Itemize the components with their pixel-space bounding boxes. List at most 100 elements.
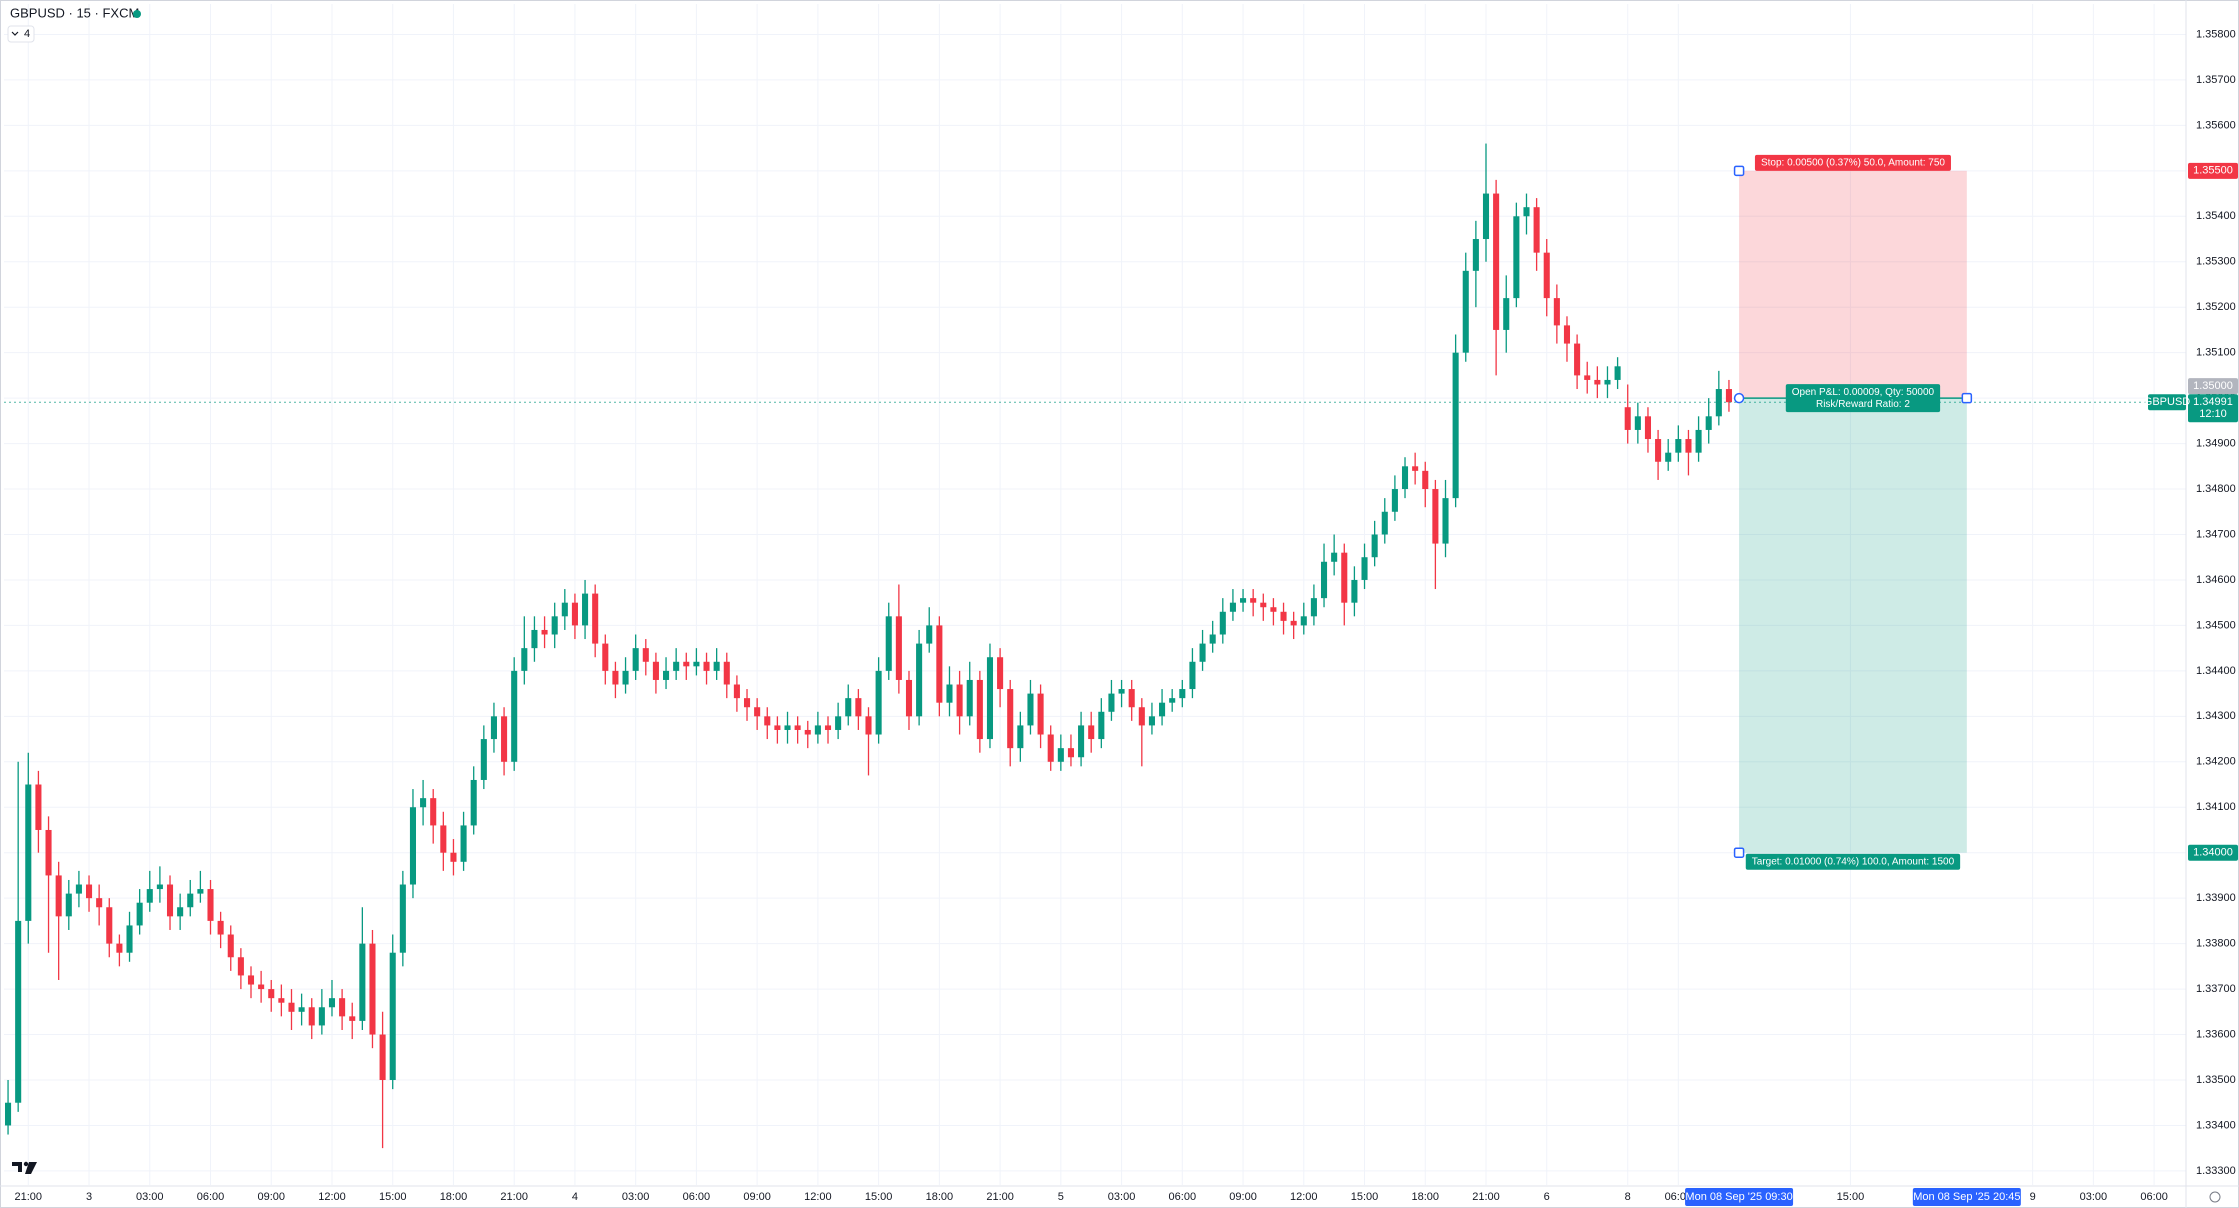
candle-body: [399, 884, 406, 953]
settings-icon[interactable]: [2209, 1191, 2221, 1203]
candle-body: [986, 657, 994, 740]
candle-body: [1341, 552, 1348, 603]
candle-body: [187, 893, 194, 908]
y-tick-label: 1.35200: [2196, 301, 2236, 313]
candle-body: [278, 998, 285, 1003]
y-tick-label: 1.33800: [2196, 938, 2236, 950]
candle-body: [1361, 557, 1368, 580]
candle-body: [197, 889, 204, 894]
candle-body: [713, 661, 720, 671]
candle-body: [1644, 416, 1652, 440]
candle-body: [5, 1102, 12, 1126]
candle-body: [905, 679, 913, 717]
time-tag: Mon 08 Sep '25 09:30: [1685, 1191, 1792, 1203]
x-tick-label: 03:00: [136, 1191, 164, 1203]
candle-body: [379, 1034, 386, 1080]
candle-body: [1148, 716, 1155, 726]
candle-body: [460, 825, 467, 862]
symbol-title[interactable]: GBPUSD · 15 · FXCM: [10, 5, 139, 20]
time-tag-bg: [1685, 1188, 1794, 1206]
target-label-box: [1745, 853, 1961, 870]
indicators-toggle[interactable]: [7, 25, 35, 43]
stop-zone: [1739, 170, 1967, 399]
candle-body: [389, 952, 396, 1080]
y-tick-label: 1.35100: [2196, 347, 2236, 359]
logo-part: [23, 1161, 29, 1167]
candle-body: [571, 602, 578, 626]
candle-body: [1331, 552, 1338, 562]
candle-body: [1432, 489, 1439, 544]
x-tick-label: 12:00: [804, 1191, 832, 1203]
candle-body: [956, 684, 963, 717]
candle-body: [1108, 693, 1115, 712]
x-tick-label: 03:00: [1108, 1191, 1136, 1203]
drag-handle: [1733, 165, 1745, 177]
candle-body: [55, 875, 62, 917]
target-price-tag-bg: [2188, 844, 2238, 861]
candle-body: [1401, 466, 1409, 490]
candle-body: [1047, 734, 1054, 762]
candle-body: [177, 907, 184, 917]
candle-body: [1462, 270, 1469, 353]
candle-body: [794, 725, 801, 730]
candle-body: [926, 625, 933, 644]
candle-body: [1118, 689, 1125, 694]
candle-body: [1655, 439, 1662, 462]
symbol-tag: GBPUSD: [2144, 396, 2191, 408]
x-tick-label: 9: [2030, 1191, 2036, 1203]
x-tick-label: 5: [1058, 1191, 1064, 1203]
candle-body: [1533, 207, 1540, 253]
grid: [4, 4, 2186, 1185]
candle-body: [521, 648, 528, 671]
candle-body: [997, 657, 1004, 690]
drag-handle: [1961, 392, 1973, 404]
candle-body: [227, 934, 234, 958]
y-tick-label: 1.33500: [2196, 1074, 2236, 1086]
candle-body: [1280, 611, 1287, 621]
candle-body: [1159, 702, 1166, 717]
candle-body: [1584, 375, 1591, 380]
y-tick-label: 1.34300: [2196, 710, 2236, 722]
candle-body: [1493, 193, 1500, 330]
y-tick-label: 1.34800: [2196, 483, 2236, 495]
stop-label: Stop: 0.00500 (0.37%) 50.0, Amount: 750: [1761, 157, 1945, 168]
candle-body: [1604, 379, 1611, 385]
y-tick-label: 1.35400: [2196, 210, 2236, 222]
candle-body: [1422, 470, 1429, 490]
candle-body: [1037, 693, 1044, 735]
candle-body: [1665, 452, 1672, 462]
x-tick-label: 03:00: [2080, 1191, 2108, 1203]
candle-body: [116, 943, 123, 953]
x-tick-label: 12:00: [1290, 1191, 1318, 1203]
candle-body: [814, 725, 821, 735]
indicator-count: 4: [24, 28, 30, 40]
target-price-tag: 1.34000: [2193, 847, 2233, 859]
x-tick-label: 15:00: [865, 1191, 893, 1203]
candle-body: [733, 684, 740, 699]
candle-body: [1685, 439, 1692, 453]
candle-body: [743, 698, 751, 708]
candle-body: [1169, 698, 1176, 703]
candle-body: [1614, 366, 1621, 380]
candle-body: [835, 716, 842, 730]
candle-body: [1027, 693, 1034, 726]
x-tick-label: 06:00: [1169, 1191, 1197, 1203]
candle-body: [1310, 598, 1317, 617]
x-tick-label: 09:00: [257, 1191, 285, 1203]
y-tick-label: 1.35700: [2196, 74, 2236, 86]
candle-body: [1209, 634, 1216, 644]
candle-body: [1381, 511, 1388, 535]
candle-body: [430, 798, 437, 826]
x-tick-label: 15:00: [1351, 1191, 1379, 1203]
candle-body: [369, 943, 376, 1035]
candle-body: [1290, 620, 1297, 626]
candle-body: [1675, 439, 1682, 453]
x-tick-label: 18:00: [1411, 1191, 1439, 1203]
candle-body: [470, 779, 477, 826]
x-tick-label: 21:00: [1472, 1191, 1500, 1203]
x-tick-label: 21:00: [500, 1191, 528, 1203]
bar-countdown: 12:10: [2199, 408, 2227, 420]
chevron-icon: [11, 31, 19, 36]
candle-body: [501, 716, 508, 762]
y-tick-label: 1.33400: [2196, 1119, 2236, 1131]
